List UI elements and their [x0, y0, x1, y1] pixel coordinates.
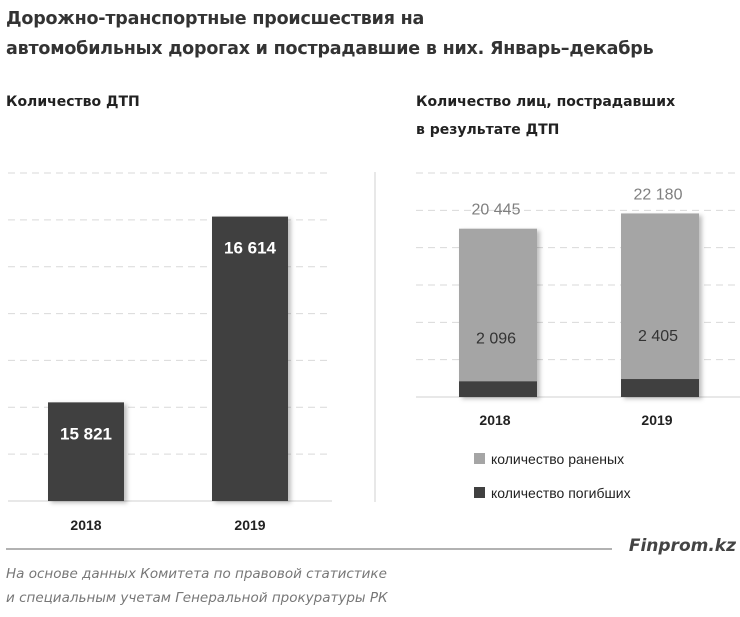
data-label-injured: 22 180: [634, 186, 683, 203]
legend-swatch: [474, 453, 485, 464]
legend-swatch: [474, 487, 485, 498]
title-line-1: Дорожно-транспортные происшествия на: [6, 9, 425, 29]
right-chart-title-line-2: в результате ДТП: [416, 122, 560, 138]
bar-injured-2018: [459, 228, 537, 397]
brand-logo: Finprom.kz: [628, 536, 736, 556]
data-label: 15 821: [60, 424, 112, 443]
data-label-deaths: 2 405: [638, 328, 678, 345]
page-title: Дорожно-транспортные происшествия на авт…: [6, 4, 654, 64]
x-tick-label: 2019: [234, 517, 265, 533]
source-note: На основе данных Комитета по правовой ст…: [6, 562, 388, 610]
bar-2018: [48, 402, 124, 501]
right-chart-title: Количество лиц, пострадавших в результат…: [416, 88, 675, 144]
x-tick-label: 2018: [479, 412, 510, 428]
title-line-2: автомобильных дорогах и пострадавшие в н…: [6, 39, 654, 59]
data-label-deaths: 2 096: [476, 330, 516, 347]
right-chart-title-line-1: Количество лиц, пострадавших: [416, 94, 676, 110]
source-line-1: На основе данных Комитета по правовой ст…: [6, 566, 387, 582]
data-label-injured: 20 445: [472, 202, 521, 219]
legend-label: количество раненых: [491, 451, 624, 467]
bar-injured-2019: [621, 213, 699, 397]
left-chart-title: Количество ДТП: [6, 94, 140, 110]
x-tick-label: 2019: [641, 412, 672, 428]
bar-2019: [212, 216, 288, 501]
legend-label: количество погибших: [491, 485, 631, 501]
x-tick-label: 2018: [70, 517, 101, 533]
bar-deaths-2018: [459, 381, 537, 397]
bar-deaths-2019: [621, 379, 699, 397]
source-line-2: и специальным учетам Генеральной прокура…: [6, 590, 388, 606]
data-label: 16 614: [224, 239, 277, 258]
